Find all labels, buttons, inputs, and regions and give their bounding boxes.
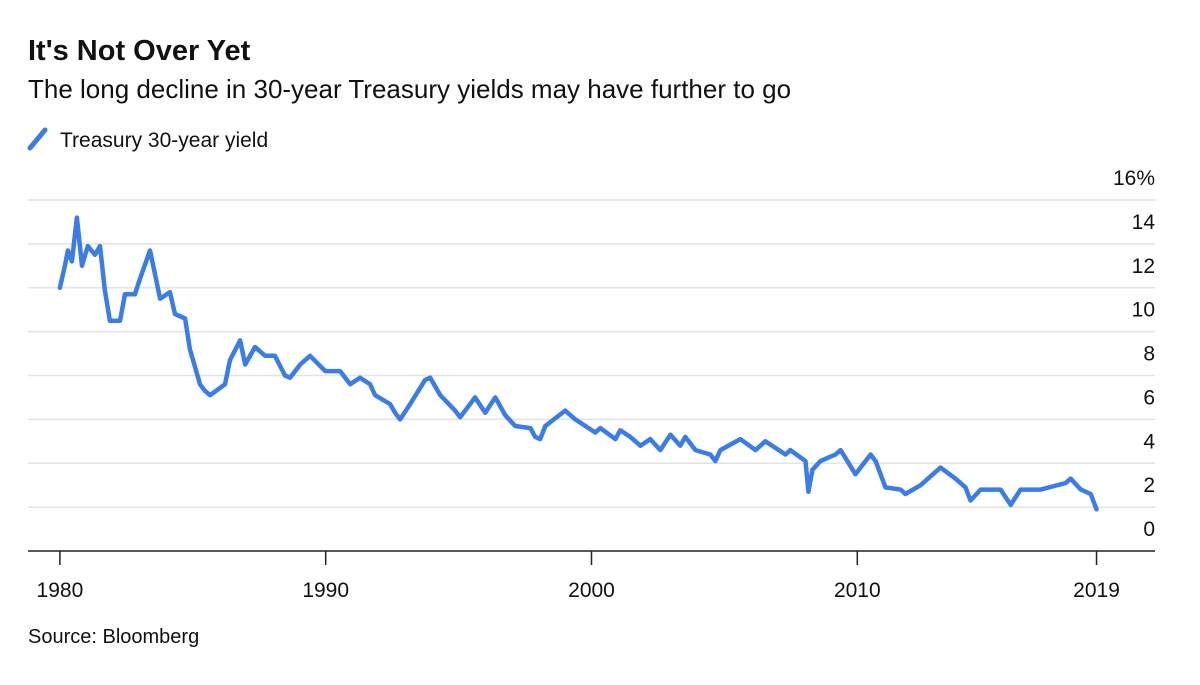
y-tick-label: 0 (1143, 518, 1155, 541)
y-tick-label: 10 (1132, 299, 1155, 322)
line-series (57, 215, 1099, 512)
x-tick-label: 1980 (37, 579, 84, 602)
x-tick-label: 2000 (568, 579, 615, 602)
chart-title: It's Not Over Yet (28, 35, 251, 67)
y-tick-label: 12 (1132, 255, 1155, 278)
source: Source: Bloomberg (28, 626, 199, 648)
y-tick-label: 6 (1143, 386, 1155, 409)
x-tick-label: 1990 (302, 579, 349, 602)
y-tick-label: 2 (1143, 474, 1155, 497)
legend-swatch (27, 127, 48, 151)
y-tick-label: 8 (1143, 343, 1155, 366)
y-tick-label: 16% (1113, 167, 1155, 190)
x-tick-label: 2010 (834, 579, 881, 602)
x-tick-label: 2019 (1073, 579, 1120, 602)
chart-subtitle: The long decline in 30-year Treasury yie… (28, 74, 791, 104)
legend-label: Treasury 30-year yield (60, 129, 268, 152)
y-tick-label: 4 (1143, 430, 1155, 453)
y-tick-label: 14 (1132, 211, 1156, 234)
